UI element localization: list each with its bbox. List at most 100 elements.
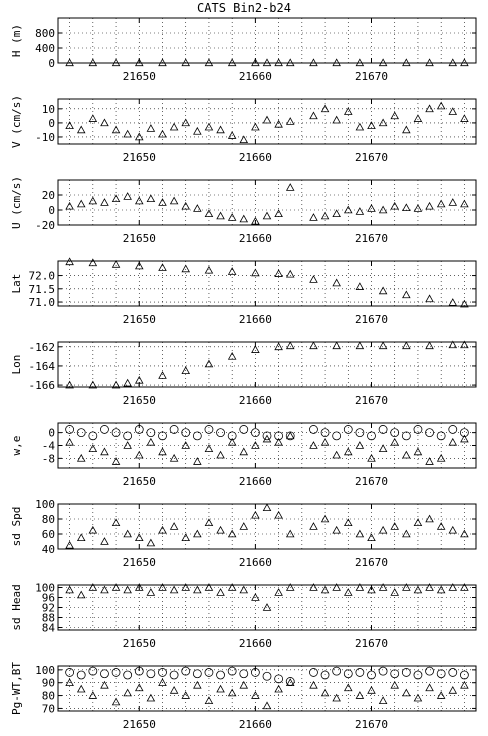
data-point-triangle: [413, 204, 423, 212]
data-point-triangle: [413, 518, 423, 527]
data-point-circle: [123, 670, 133, 680]
data-point-circle: [367, 670, 376, 680]
data-point-triangle: [285, 529, 295, 538]
data-point-circle: [378, 666, 388, 676]
data-point-triangle: [216, 525, 225, 534]
data-point-triangle: [158, 58, 167, 67]
data-point-triangle: [413, 447, 423, 456]
plot-frame: [57, 179, 477, 226]
data-point-circle: [274, 431, 284, 441]
x-tick-label: 21660: [239, 718, 272, 731]
data-point-triangle: [355, 207, 365, 215]
data-point-triangle: [378, 58, 388, 67]
data-point-triangle: [436, 585, 446, 594]
data-point-triangle: [216, 211, 225, 220]
data-point-triangle: [332, 693, 341, 702]
data-point-triangle: [181, 691, 191, 699]
data-point-triangle: [402, 529, 411, 538]
x-tick-label: 21650: [123, 232, 156, 245]
data-point-triangle: [436, 522, 446, 530]
x-tick-label: 21650: [123, 637, 156, 650]
y-tick-label: -8: [42, 452, 55, 465]
data-point-triangle: [123, 129, 132, 138]
data-point-circle: [239, 669, 249, 679]
data-point-triangle: [285, 678, 295, 686]
y-tick-label: 84: [42, 622, 56, 635]
data-point-triangle: [262, 58, 272, 67]
data-point-triangle: [111, 58, 121, 67]
data-point-triangle: [448, 107, 458, 115]
data-point-triangle: [355, 282, 365, 290]
data-point-triangle: [169, 585, 179, 594]
data-point-triangle: [158, 583, 167, 591]
data-point-triangle: [76, 125, 86, 134]
data-point-triangle: [65, 58, 74, 67]
data-point-circle: [181, 666, 191, 676]
data-point-triangle: [274, 58, 283, 67]
y-axis-label: Lon: [10, 355, 23, 375]
data-point-triangle: [425, 583, 434, 591]
data-point-triangle: [448, 583, 458, 591]
data-point-triangle: [204, 58, 214, 67]
data-point-circle: [88, 666, 98, 676]
data-point-triangle: [100, 680, 109, 689]
y-tick-label: 92: [42, 602, 55, 615]
x-tick-label: 21650: [123, 556, 156, 569]
x-tick-label: 21650: [123, 718, 156, 731]
y-axis-label: w,e: [10, 436, 23, 456]
data-point-triangle: [227, 583, 237, 591]
x-tick-label: 21660: [239, 556, 272, 569]
data-point-triangle: [227, 58, 237, 67]
data-point-triangle: [123, 585, 132, 594]
plot-frame: [57, 17, 477, 64]
data-point-triangle: [158, 525, 167, 534]
data-point-triangle: [76, 453, 86, 462]
data-point-triangle: [134, 683, 144, 692]
data-point-triangle: [355, 122, 365, 131]
data-point-triangle: [425, 683, 434, 692]
y-tick-label: 0: [48, 427, 55, 440]
data-point-triangle: [65, 540, 74, 549]
data-point-circle: [227, 666, 237, 676]
y-tick-label: 88: [42, 612, 55, 625]
data-point-triangle: [100, 585, 109, 594]
data-point-triangle: [436, 199, 446, 208]
y-tick-label: 96: [42, 592, 55, 605]
data-point-triangle: [460, 114, 469, 122]
data-point-triangle: [193, 585, 202, 594]
y-axis-label: H (m): [10, 24, 23, 57]
data-point-triangle: [216, 125, 225, 134]
data-point-circle: [309, 668, 318, 677]
x-tick-label: 21670: [355, 637, 388, 650]
data-point-triangle: [390, 680, 400, 689]
data-point-triangle: [239, 522, 249, 530]
data-point-triangle: [425, 104, 434, 113]
data-point-triangle: [216, 450, 225, 459]
data-point-circle: [413, 670, 423, 680]
data-point-triangle: [239, 135, 249, 144]
data-point-triangle: [460, 680, 469, 689]
data-point-triangle: [193, 457, 202, 465]
y-tick-label: 20: [42, 189, 55, 202]
y-tick-label: 72.0: [29, 270, 56, 283]
data-point-triangle: [123, 529, 132, 538]
data-point-circle: [158, 431, 167, 441]
data-point-circle: [448, 668, 458, 677]
data-point-triangle: [402, 688, 411, 697]
data-point-triangle: [169, 196, 179, 205]
x-tick-label: 21670: [355, 313, 388, 326]
data-point-triangle: [134, 450, 144, 459]
data-point-triangle: [309, 213, 318, 221]
data-point-triangle: [239, 680, 249, 689]
plot-frame: [57, 665, 477, 712]
y-tick-label: 80: [42, 513, 55, 526]
data-point-circle: [76, 670, 86, 680]
data-point-triangle: [332, 278, 341, 287]
data-point-circle: [204, 425, 214, 434]
y-tick-label: 0: [48, 117, 55, 130]
data-point-triangle: [100, 447, 109, 456]
data-point-triangle: [216, 684, 225, 693]
data-point-triangle: [123, 441, 132, 449]
y-tick-label: 60: [42, 528, 55, 541]
